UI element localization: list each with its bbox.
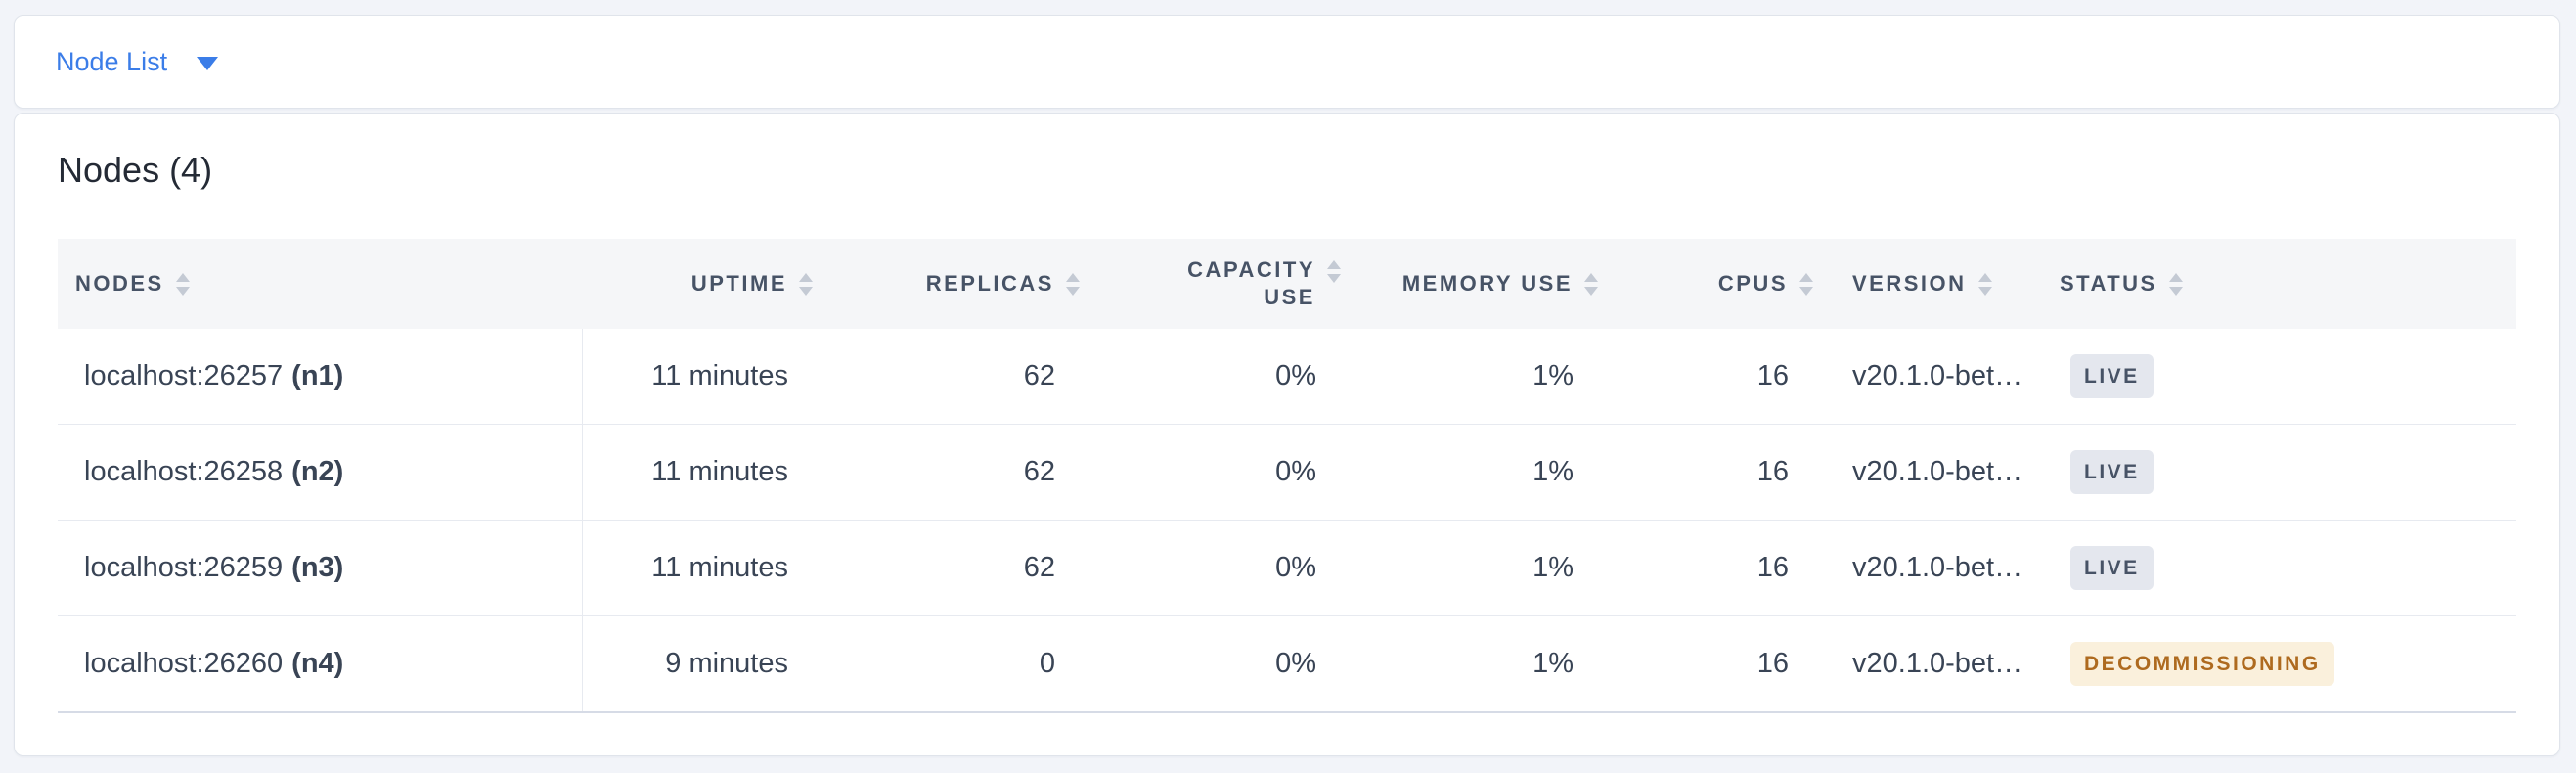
- status-badge: LIVE: [2070, 546, 2154, 590]
- sort-icon[interactable]: [175, 272, 190, 296]
- cpus-cell: 16: [1598, 329, 1813, 425]
- node-address: localhost:26258: [84, 456, 284, 487]
- uptime-cell: 9 minutes: [582, 615, 813, 713]
- sort-icon[interactable]: [799, 272, 813, 296]
- node-id: (n3): [291, 552, 344, 583]
- view-selector-label: Node List: [56, 46, 168, 76]
- table-row[interactable]: localhost:26260 (n4) 9 minutes 0 0% 1% 16…: [58, 615, 2516, 713]
- column-header-replicas[interactable]: REPLICAS: [813, 239, 1080, 329]
- sort-icon[interactable]: [2168, 272, 2183, 296]
- status-badge: DECOMMISSIONING: [2070, 642, 2334, 686]
- replicas-cell: 62: [813, 329, 1080, 425]
- node-id: (n1): [291, 360, 344, 391]
- capacity-use-cell: 0%: [1080, 424, 1341, 521]
- cpus-cell: 16: [1598, 615, 1813, 713]
- node-address: localhost:26257: [84, 360, 284, 391]
- sort-icon[interactable]: [1977, 272, 1992, 296]
- sort-icon[interactable]: [1066, 272, 1080, 296]
- capacity-use-cell: 0%: [1080, 329, 1341, 425]
- uptime-cell: 11 minutes: [582, 424, 813, 521]
- node-address: localhost:26260: [84, 648, 284, 679]
- version-cell: v20.1.0-bet…: [1813, 329, 2038, 425]
- column-header-capacity-use[interactable]: CAPACITY USE: [1080, 239, 1341, 329]
- cpus-cell: 16: [1598, 424, 1813, 521]
- replicas-cell: 62: [813, 520, 1080, 616]
- uptime-cell: 11 minutes: [582, 520, 813, 616]
- table-row[interactable]: localhost:26258 (n2) 11 minutes 62 0% 1% …: [58, 424, 2516, 521]
- table-row[interactable]: localhost:26259 (n3) 11 minutes 62 0% 1% …: [58, 520, 2516, 616]
- status-cell: LIVE: [2038, 329, 2516, 425]
- panel-title: Nodes (4): [58, 150, 213, 190]
- status-cell: LIVE: [2038, 520, 2516, 616]
- column-header-nodes[interactable]: NODES: [58, 239, 582, 329]
- node-address-cell[interactable]: localhost:26257 (n1): [58, 329, 583, 425]
- column-header-uptime[interactable]: UPTIME: [582, 239, 813, 329]
- node-id: (n2): [291, 456, 344, 487]
- view-selector-bar: Node List: [14, 15, 2560, 109]
- replicas-cell: 0: [813, 615, 1080, 713]
- sort-icon[interactable]: [1799, 272, 1813, 296]
- uptime-cell: 11 minutes: [582, 329, 813, 425]
- sort-icon[interactable]: [1584, 272, 1598, 296]
- column-header-cpus[interactable]: CPUS: [1598, 239, 1813, 329]
- node-address: localhost:26259: [84, 552, 284, 583]
- status-badge: LIVE: [2070, 450, 2154, 494]
- status-badge: LIVE: [2070, 354, 2154, 398]
- cpus-cell: 16: [1598, 520, 1813, 616]
- capacity-use-cell: 0%: [1080, 520, 1341, 616]
- view-selector-dropdown[interactable]: Node List: [56, 46, 219, 76]
- table-row[interactable]: localhost:26257 (n1) 11 minutes 62 0% 1% …: [58, 329, 2516, 425]
- sort-icon[interactable]: [1327, 259, 1341, 283]
- table-header-row: NODES UPTIME REPLICAS CAPACITY USE MEMOR…: [58, 239, 2516, 329]
- memory-use-cell: 1%: [1341, 615, 1598, 713]
- memory-use-cell: 1%: [1341, 424, 1598, 521]
- capacity-use-cell: 0%: [1080, 615, 1341, 713]
- node-address-cell[interactable]: localhost:26259 (n3): [58, 520, 583, 616]
- node-address-cell[interactable]: localhost:26258 (n2): [58, 424, 583, 521]
- memory-use-cell: 1%: [1341, 329, 1598, 425]
- column-header-status[interactable]: STATUS: [2038, 239, 2516, 329]
- node-id: (n4): [291, 648, 344, 679]
- version-cell: v20.1.0-bet…: [1813, 615, 2038, 713]
- nodes-panel: Nodes (4) NODES UPTIME REPLICAS CAPACITY…: [14, 113, 2560, 756]
- memory-use-cell: 1%: [1341, 520, 1598, 616]
- version-cell: v20.1.0-bet…: [1813, 520, 2038, 616]
- nodes-table: NODES UPTIME REPLICAS CAPACITY USE MEMOR…: [58, 239, 2516, 713]
- version-cell: v20.1.0-bet…: [1813, 424, 2038, 521]
- column-header-memory-use[interactable]: MEMORY USE: [1341, 239, 1598, 329]
- status-cell: DECOMMISSIONING: [2038, 615, 2516, 713]
- column-header-version[interactable]: VERSION: [1813, 239, 2038, 329]
- status-cell: LIVE: [2038, 424, 2516, 521]
- node-address-cell[interactable]: localhost:26260 (n4): [58, 615, 583, 713]
- chevron-down-icon: [197, 57, 219, 70]
- replicas-cell: 62: [813, 424, 1080, 521]
